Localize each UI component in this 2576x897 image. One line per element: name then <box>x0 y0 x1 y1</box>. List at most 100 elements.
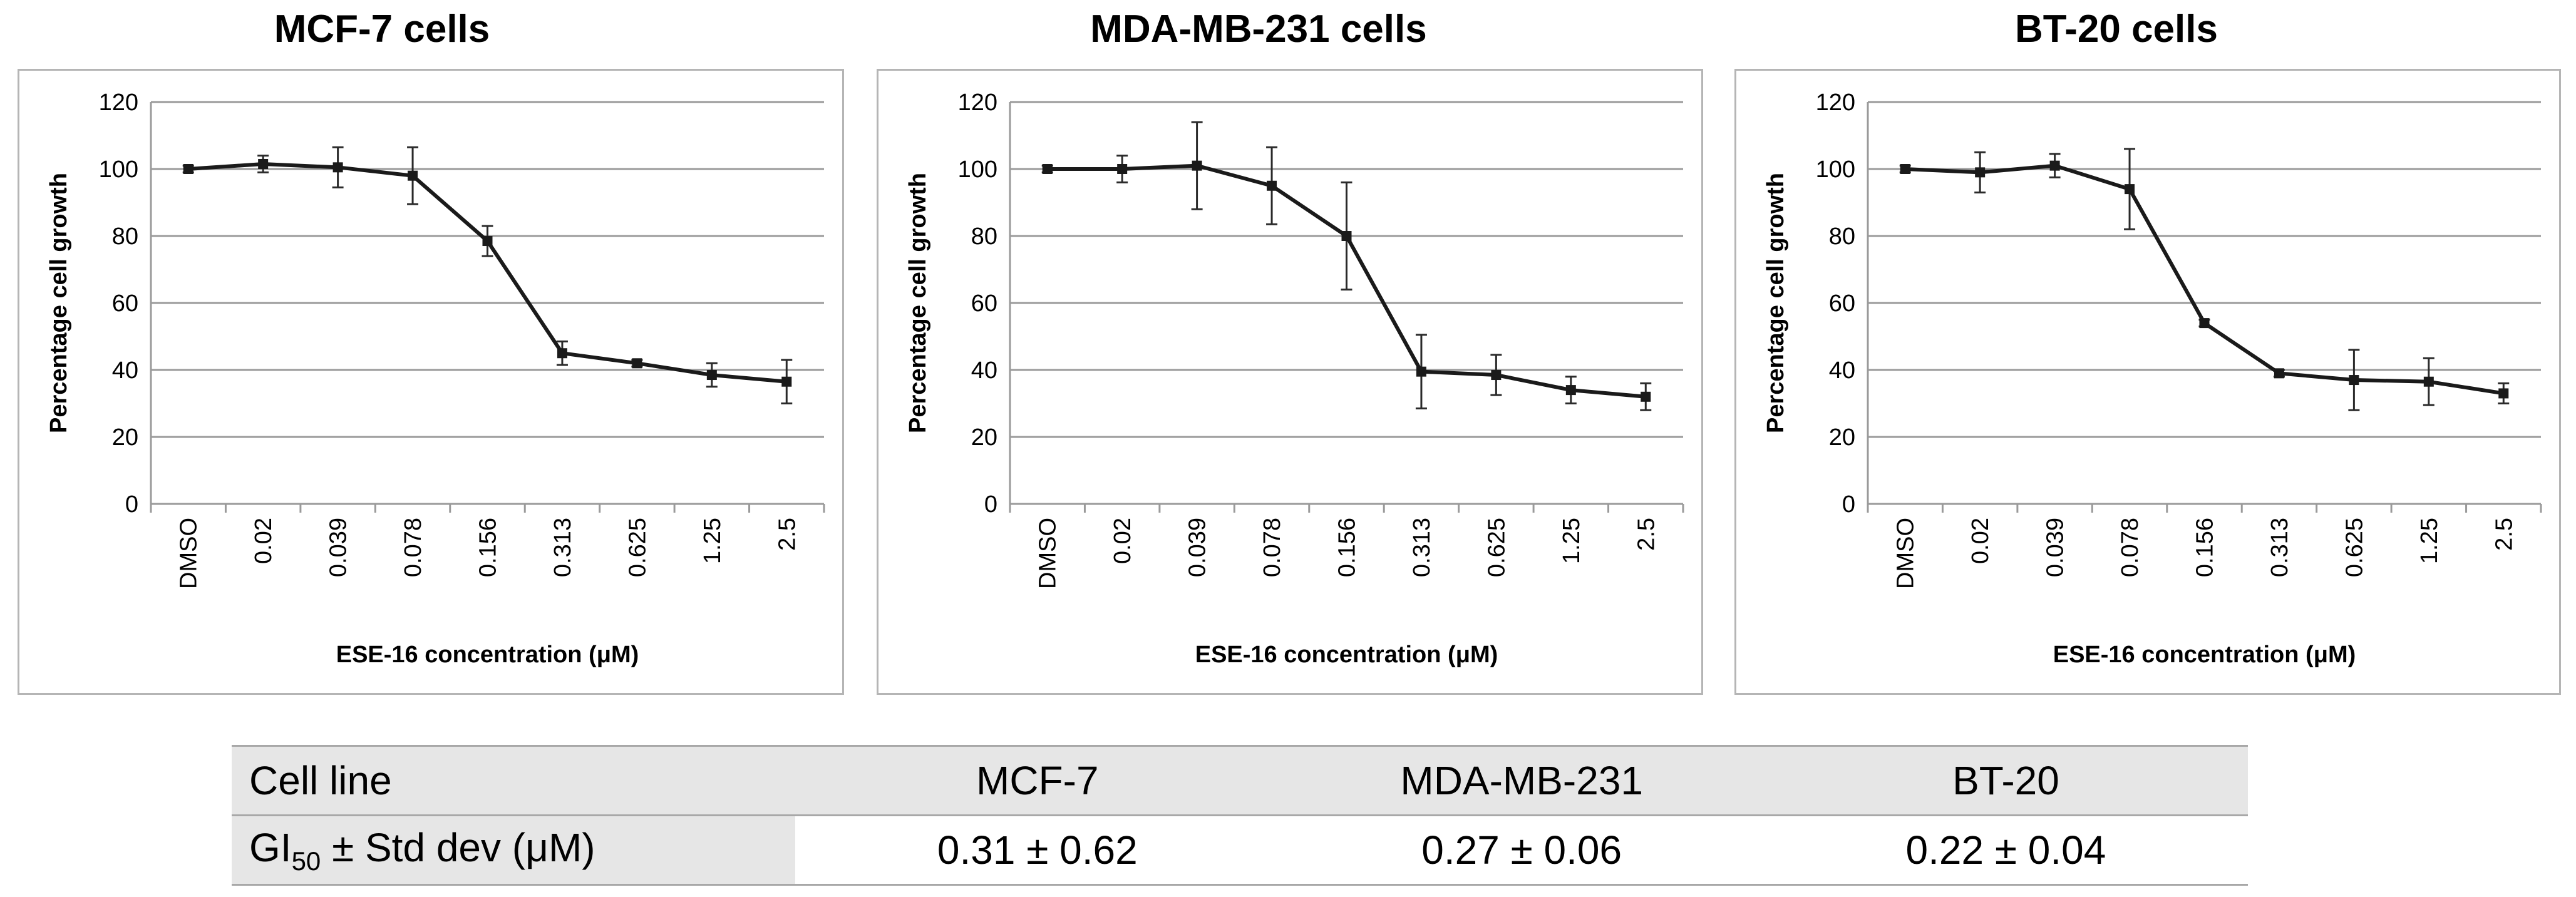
y-tick-label: 20 <box>1829 424 1855 451</box>
chart-title-mdamb231: MDA-MB-231 cells <box>1090 8 1427 51</box>
y-tick-label: 120 <box>958 90 997 116</box>
x-axis-label: ESE-16 concentration (μM) <box>336 642 639 668</box>
y-axis-label: Percentage cell growth <box>1763 173 1789 433</box>
y-tick-label: 0 <box>125 491 138 518</box>
chart-title-mcf7: MCF-7 cells <box>274 8 490 51</box>
data-point <box>1975 167 1986 178</box>
y-tick-label: 120 <box>1816 90 1855 116</box>
x-tick-label: 0.078 <box>2117 518 2143 577</box>
chart-mdamb231: 0 20 40 60 80 100 120 DMSO 0.02 0.039 0.078 0.156 0.… <box>905 90 1684 668</box>
data-point <box>1341 231 1352 241</box>
chart-mcf7: 0 20 40 60 80 100 120 DMSO 0.02 0.039 0.078 0.156 0.… <box>46 90 825 668</box>
x-tick-label: 0.02 <box>250 518 277 564</box>
y-axis-label: Percentage cell growth <box>46 173 72 433</box>
x-tick-label: 0.078 <box>400 518 426 577</box>
x-tick-label: 0.625 <box>1483 518 1510 577</box>
data-point <box>258 158 269 169</box>
x-tick-label: 1.25 <box>699 518 726 564</box>
y-tick-label: 60 <box>971 290 997 317</box>
x-tick-label: DMSO <box>1893 518 1919 589</box>
x-tick-label: DMSO <box>1035 518 1061 589</box>
x-tick-label: 0.156 <box>2192 518 2218 577</box>
chart-panel-mdamb231: 0 20 40 60 80 100 120 DMSO 0.02 0.039 0.078 0.156 0.… <box>877 69 1703 695</box>
x-tick-label: 1.25 <box>1558 518 1585 564</box>
data-point <box>632 358 642 369</box>
data-point <box>557 348 567 359</box>
series-line <box>1905 163 2504 396</box>
x-axis-label: ESE-16 concentration (μM) <box>1195 642 1498 668</box>
data-point <box>2498 388 2509 399</box>
header-col-mcf7: MCF-7 <box>795 745 1280 816</box>
row-label-gi50: GI50 ± Std dev (μM) <box>232 815 796 886</box>
x-tick-label: 0.02 <box>1110 518 1136 564</box>
data-point <box>1565 385 1576 396</box>
x-tick-label: 0.039 <box>1185 518 1211 577</box>
y-tick-label: 80 <box>112 223 138 250</box>
gi-label-main: GI <box>249 824 292 870</box>
data-point <box>2349 375 2359 386</box>
x-tick-label: DMSO <box>176 518 202 589</box>
series-line <box>188 161 787 384</box>
gi50-value-mdamb231: 0.27 ± 0.06 <box>1279 815 1764 886</box>
chart-title-bt20: BT-20 cells <box>2015 8 2218 51</box>
data-point <box>2423 376 2434 387</box>
x-tick-label: 0.625 <box>624 518 651 577</box>
data-point <box>1267 180 1277 191</box>
y-tick-label: 100 <box>958 156 997 183</box>
x-tick-label: 0.156 <box>1334 518 1361 577</box>
x-tick-label: 2.5 <box>1633 518 1659 551</box>
data-point <box>1641 391 1651 402</box>
chart-panel-bt20: 0 20 40 60 80 100 120 DMSO 0.02 0.039 0.078 0.156 0.… <box>1734 69 2561 695</box>
x-tick-label: 0.156 <box>475 518 502 577</box>
table-row-gi50: GI50 ± Std dev (μM) 0.31 ± 0.62 0.27 ± 0… <box>232 815 2248 886</box>
gi50-value-bt20: 0.22 ± 0.04 <box>1763 815 2248 886</box>
data-point <box>2199 318 2210 329</box>
x-tick-label: 0.02 <box>1967 518 1994 564</box>
x-tick-label: 2.5 <box>2491 518 2517 551</box>
y-tick-label: 0 <box>1842 491 1855 518</box>
data-point <box>2049 160 2060 171</box>
y-tick-label: 40 <box>112 357 138 384</box>
data-point <box>408 170 418 181</box>
data-point <box>2125 184 2135 195</box>
header-col-mdamb231: MDA-MB-231 <box>1279 745 1764 816</box>
x-tick-label: 0.313 <box>1409 518 1435 577</box>
y-tick-label: 80 <box>1829 223 1855 250</box>
table-header-row: Cell line MCF-7 MDA-MB-231 BT-20 <box>232 745 2248 816</box>
y-tick-label: 100 <box>1816 156 1855 183</box>
y-tick-label: 40 <box>1829 357 1855 384</box>
x-tick-label: 1.25 <box>2416 518 2443 564</box>
y-axis-label: Percentage cell growth <box>905 173 931 433</box>
data-point <box>2274 368 2284 379</box>
y-tick-label: 60 <box>1829 290 1855 317</box>
y-tick-label: 20 <box>971 424 997 451</box>
y-tick-label: 0 <box>984 491 997 518</box>
x-tick-label: 2.5 <box>774 518 800 551</box>
x-tick-label: 0.078 <box>1259 518 1285 577</box>
gi50-table: Cell line MCF-7 MDA-MB-231 BT-20 GI50 ± … <box>232 745 2248 886</box>
data-point <box>1416 366 1426 377</box>
x-tick-label: 0.313 <box>2267 518 2293 577</box>
x-tick-label: 0.039 <box>2043 518 2069 577</box>
y-tick-label: 100 <box>99 156 138 183</box>
y-tick-label: 20 <box>112 424 138 451</box>
x-tick-label: 0.313 <box>550 518 576 577</box>
chart-panel-mcf7: 0 20 40 60 80 100 120 DMSO 0.02 0.039 0.078 0.156 0.… <box>18 69 844 695</box>
data-point <box>482 236 493 247</box>
gi-label-rest: ± Std dev (μM) <box>321 824 595 870</box>
data-point <box>1192 160 1202 171</box>
data-point <box>706 370 717 381</box>
data-point <box>1042 164 1053 174</box>
data-point <box>781 376 792 387</box>
x-axis-label: ESE-16 concentration (μM) <box>2053 642 2356 668</box>
y-tick-label: 120 <box>99 90 138 116</box>
gi50-value-mcf7: 0.31 ± 0.62 <box>795 815 1280 886</box>
y-tick-label: 60 <box>112 290 138 317</box>
y-tick-label: 40 <box>971 357 997 384</box>
data-point <box>1491 370 1502 381</box>
chart-bt20: 0 20 40 60 80 100 120 DMSO 0.02 0.039 0.078 0.156 0.… <box>1763 90 2542 668</box>
data-point <box>183 164 193 174</box>
data-point <box>1117 164 1128 174</box>
y-tick-label: 80 <box>971 223 997 250</box>
x-tick-label: 0.039 <box>326 518 352 577</box>
